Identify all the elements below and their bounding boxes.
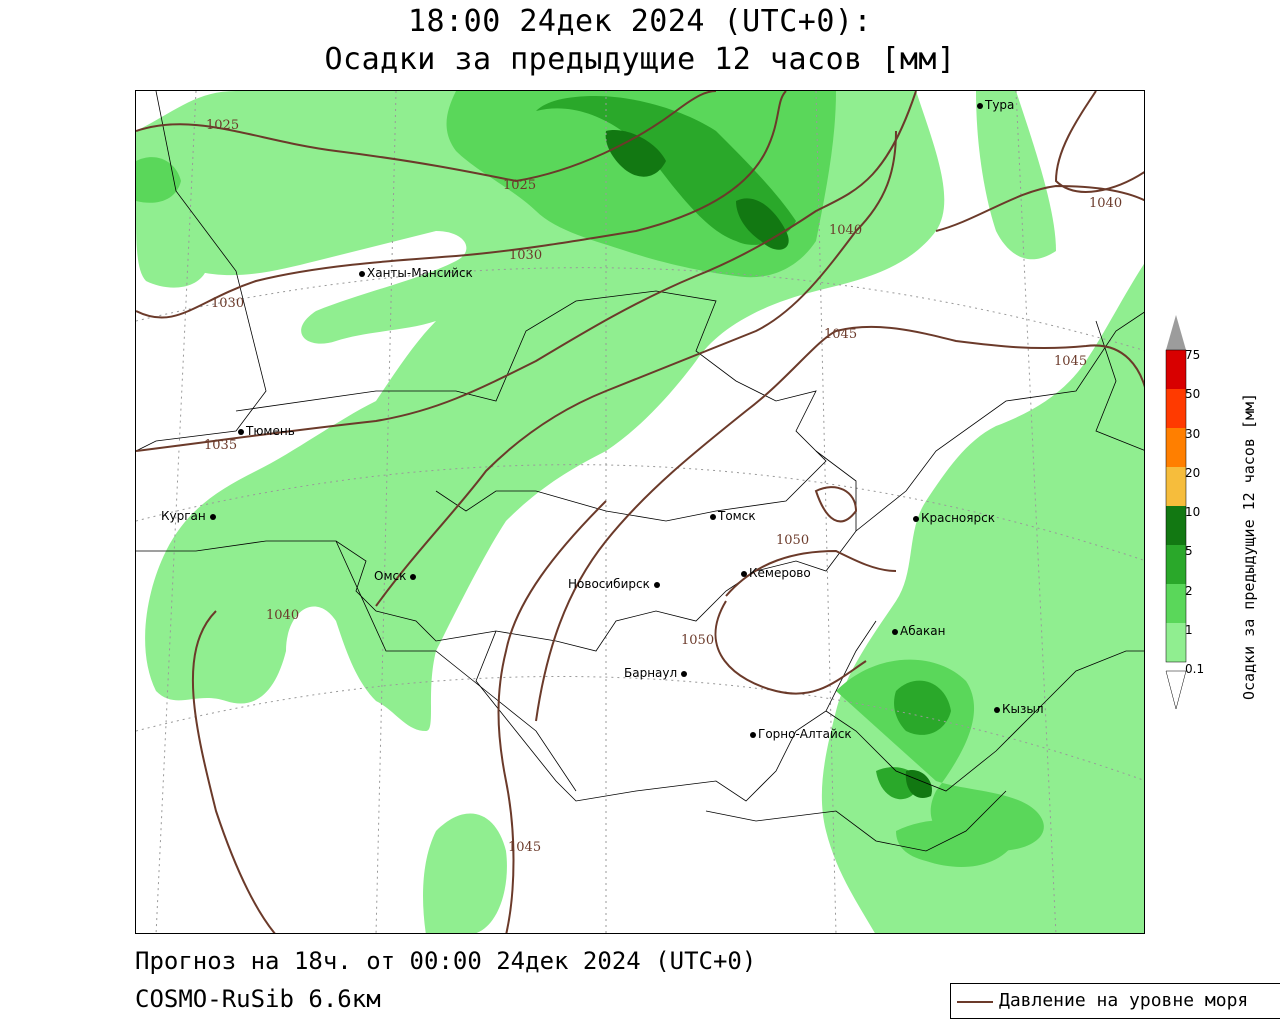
pressure-legend: Давление на уровне моря (950, 983, 1280, 1019)
city-dot-icon (653, 581, 660, 588)
precip-area-south (423, 813, 507, 933)
city-marker: Новосибирск (568, 577, 662, 591)
graticule (136, 91, 1144, 933)
city-marker: Курган (161, 509, 218, 523)
colorbar-bottom-arrow (1165, 670, 1187, 710)
city-marker: Барнаул (624, 666, 689, 680)
city-name: Курган (161, 509, 206, 523)
colorbar-segment (1166, 350, 1186, 389)
colorbar-top-arrow (1166, 315, 1186, 350)
city-marker: Красноярск (913, 511, 995, 525)
isobar-label: 1050 (681, 633, 715, 648)
model-name: COSMO-RuSib 6.6км (135, 985, 381, 1013)
city-dot-icon (410, 573, 417, 580)
city-dot-icon (238, 428, 244, 435)
isobar-label: 1045 (1054, 354, 1088, 369)
map-title: 18:00 24дек 2024 (UTC+0): (407, 4, 873, 39)
pressure-legend-label: Давление на уровне моря (999, 990, 1249, 1011)
colorbar-segment (1166, 389, 1186, 428)
legend-level-label: 2 (1185, 584, 1193, 598)
city-dot-icon (359, 270, 365, 277)
legend-level-label: 0.1 (1185, 662, 1205, 676)
map-subtitle: Осадки за предыдущие 12 часов [мм] (324, 42, 956, 77)
city-dot-icon (994, 706, 1000, 713)
city-dot-icon (892, 628, 898, 635)
city-name: Новосибирск (568, 577, 650, 591)
colorbar-segment (1166, 623, 1186, 662)
colorbar-segment (1166, 584, 1186, 623)
city-name: Абакан (900, 624, 946, 638)
isobar-label: 1030 (509, 248, 543, 263)
city-name: Красноярск (921, 511, 995, 525)
city-name: Кемерово (749, 566, 811, 580)
legend-level-label: 50 (1185, 387, 1201, 401)
city-marker: Тюмень (238, 424, 295, 438)
city-name: Тюмень (246, 424, 295, 438)
isobar-label: 1045 (824, 327, 858, 342)
city-dot-icon (741, 570, 747, 577)
precipitation-heavy (536, 96, 951, 800)
city-marker: Горно-Алтайск (750, 727, 852, 741)
colorbar-segment (1166, 545, 1186, 584)
city-dot-icon (209, 513, 216, 520)
colorbar-frame (1165, 349, 1187, 663)
colorbar-segment (1166, 428, 1186, 467)
precipitation-map: 1025 1025 1030 1030 1035 1040 1040 1040 … (135, 90, 1145, 934)
precip-area-nw (136, 211, 206, 288)
isobar-label: 1050 (776, 533, 810, 548)
legend-level-label: 1 (1185, 623, 1193, 637)
colorbar-title: Осадки за предыдущие 12 часов [мм] (1240, 392, 1258, 700)
city-marker: Тура (977, 98, 1014, 112)
city-name: Тура (985, 98, 1015, 112)
city-marker: Абакан (892, 624, 945, 638)
city-dot-icon (913, 515, 919, 522)
precip-area-north (976, 91, 1056, 260)
isobar-label: 1040 (1089, 196, 1123, 211)
legend-level-label: 10 (1185, 505, 1201, 519)
city-dot-icon (977, 102, 983, 109)
city-name: Омск (374, 569, 407, 583)
colorbar-segment (1166, 467, 1186, 506)
city-marker: Томск (710, 509, 756, 523)
admin-borders (136, 91, 1144, 852)
legend-level-label: 20 (1185, 466, 1201, 480)
isobar-label: 1035 (204, 438, 238, 453)
city-dot-icon (681, 670, 688, 677)
city-marker: Кызыл (994, 702, 1044, 716)
map-canvas (136, 91, 1144, 933)
precipitation-colorbar (1165, 315, 1187, 710)
colorbar-segment (1166, 506, 1186, 545)
isobar-label: 1045 (508, 840, 542, 855)
isobar-label: 1025 (503, 178, 537, 193)
precip-core-sayan (836, 659, 1044, 851)
precip-area-east (821, 264, 1144, 933)
city-marker: Кемерово (741, 566, 811, 580)
city-marker: Омск (374, 569, 418, 583)
legend-level-label: 30 (1185, 427, 1201, 441)
city-name: Барнаул (624, 666, 678, 680)
city-name: Ханты-Мансийск (367, 266, 473, 280)
isobar-label: 1025 (206, 118, 240, 133)
isobar-line-icon (957, 1001, 993, 1003)
legend-level-label: 75 (1185, 348, 1201, 362)
isobar-label: 1030 (211, 296, 245, 311)
city-dot-icon (750, 731, 756, 738)
city-name: Горно-Алтайск (758, 727, 852, 741)
isobar-label: 1040 (829, 223, 863, 238)
city-name: Кызыл (1002, 702, 1044, 716)
precip-heavy-north (536, 96, 796, 245)
city-marker: Ханты-Мансийск (359, 266, 473, 280)
isobars (136, 91, 1144, 933)
forecast-info: Прогноз на 18ч. от 00:00 24дек 2024 (UTC… (135, 947, 757, 975)
legend-level-label: 5 (1185, 544, 1193, 558)
isobar-label: 1040 (266, 608, 300, 623)
city-dot-icon (710, 513, 716, 520)
city-name: Томск (718, 509, 756, 523)
